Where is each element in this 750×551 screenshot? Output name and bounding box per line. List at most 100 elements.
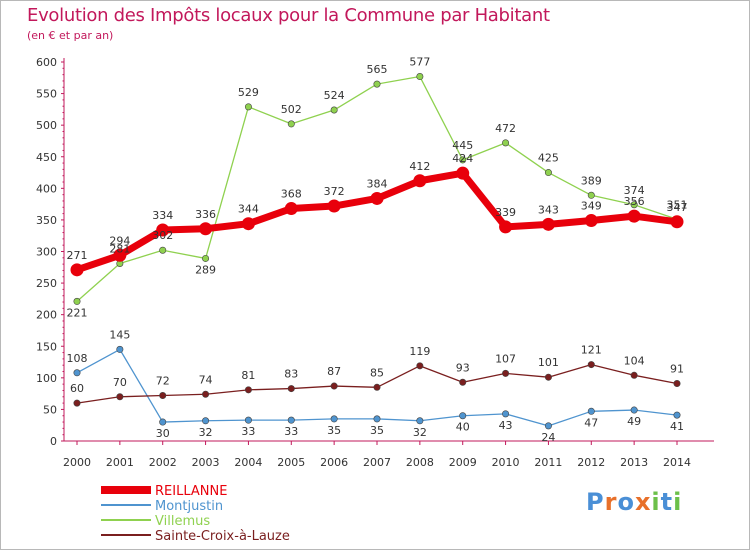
- data-label: 349: [581, 200, 602, 213]
- data-label: 351: [667, 198, 688, 211]
- data-label: 389: [581, 174, 602, 187]
- x-tick-label: 2006: [320, 456, 348, 469]
- data-point: [630, 371, 638, 379]
- data-point: [416, 362, 424, 370]
- data-label: 336: [195, 208, 216, 221]
- data-point: [159, 418, 167, 426]
- data-point: [73, 399, 81, 407]
- data-point: [587, 407, 595, 415]
- data-point: [287, 385, 295, 393]
- data-point: [673, 411, 681, 419]
- data-label: 368: [281, 188, 302, 201]
- data-label: 40: [456, 421, 470, 434]
- data-label: 87: [327, 365, 341, 378]
- y-tick-label: 250: [36, 277, 57, 290]
- data-label: 445: [452, 139, 473, 152]
- logo-letter: t: [660, 488, 674, 516]
- data-point: [544, 169, 552, 177]
- data-label: 356: [624, 195, 645, 208]
- logo-letter: i: [651, 488, 661, 516]
- data-point: [541, 217, 555, 231]
- data-label: 24: [541, 431, 555, 444]
- data-label: 72: [156, 375, 170, 388]
- data-label: 145: [109, 328, 130, 341]
- data-point: [413, 174, 427, 188]
- data-label: 343: [538, 203, 559, 216]
- data-point: [330, 415, 338, 423]
- data-label: 425: [538, 152, 559, 165]
- legend-label: Sainte-Croix-à-Lauze: [155, 529, 290, 544]
- proxiti-logo: Proxiti: [586, 488, 682, 516]
- series-sainte-croix-lauze: [73, 361, 681, 407]
- data-label: 74: [199, 373, 213, 386]
- y-tick-label: 350: [36, 214, 57, 227]
- x-tick-label: 2000: [63, 456, 91, 469]
- data-point: [202, 254, 210, 262]
- data-point: [627, 209, 641, 223]
- data-point: [116, 345, 124, 353]
- data-label: 47: [584, 416, 598, 429]
- chart-title: Evolution des Impôts locaux pour la Comm…: [27, 5, 550, 26]
- x-tick-label: 2012: [577, 456, 605, 469]
- data-label: 85: [370, 366, 384, 379]
- data-point: [70, 263, 84, 277]
- series-montjustin: [73, 345, 681, 430]
- data-point: [670, 215, 684, 229]
- data-label: 101: [538, 356, 559, 369]
- data-point: [330, 382, 338, 390]
- data-label: 33: [241, 425, 255, 438]
- chart-subtitle: (en € et par an): [27, 29, 114, 42]
- data-point: [459, 156, 467, 164]
- x-tick-label: 2002: [149, 456, 177, 469]
- data-point: [587, 361, 595, 369]
- data-label: 565: [367, 63, 388, 76]
- y-tick-label: 200: [36, 309, 57, 322]
- legend-label: Montjustin: [155, 499, 223, 514]
- data-label: 372: [324, 185, 345, 198]
- data-point: [116, 393, 124, 401]
- data-label: 472: [495, 122, 516, 135]
- x-tick-label: 2014: [663, 456, 691, 469]
- data-label: 83: [284, 368, 298, 381]
- data-label: 49: [627, 415, 641, 428]
- data-label: 32: [413, 426, 427, 439]
- data-point: [287, 416, 295, 424]
- data-point: [456, 166, 470, 180]
- data-label: 30: [156, 427, 170, 440]
- data-label: 344: [238, 203, 259, 216]
- logo-letter: P: [586, 488, 605, 516]
- y-tick-label: 50: [43, 403, 57, 416]
- data-point: [241, 217, 255, 231]
- data-label: 41: [670, 420, 684, 433]
- data-label: 347: [667, 201, 688, 214]
- y-tick-label: 100: [36, 372, 57, 385]
- data-point: [502, 139, 510, 147]
- data-point: [416, 417, 424, 425]
- x-tick-label: 2005: [277, 456, 305, 469]
- data-point: [156, 223, 170, 237]
- data-label: 294: [109, 234, 130, 247]
- data-label: 271: [67, 249, 88, 262]
- data-label: 91: [670, 363, 684, 376]
- logo-letter: i: [673, 488, 683, 516]
- data-label: 107: [495, 352, 516, 365]
- y-tick-label: 550: [36, 88, 57, 101]
- data-label: 502: [281, 103, 302, 116]
- y-tick-label: 400: [36, 182, 57, 195]
- data-label: 60: [70, 382, 84, 395]
- data-point: [373, 415, 381, 423]
- data-point: [502, 369, 510, 377]
- data-label: 424: [452, 152, 473, 165]
- data-label: 32: [199, 426, 213, 439]
- data-point: [544, 422, 552, 430]
- x-tick-label: 2010: [492, 456, 520, 469]
- logo-letter: r: [604, 488, 618, 516]
- data-label: 104: [624, 354, 645, 367]
- data-point: [459, 412, 467, 420]
- y-tick-label: 300: [36, 246, 57, 259]
- data-label: 119: [409, 345, 430, 358]
- data-point: [202, 417, 210, 425]
- data-point: [244, 416, 252, 424]
